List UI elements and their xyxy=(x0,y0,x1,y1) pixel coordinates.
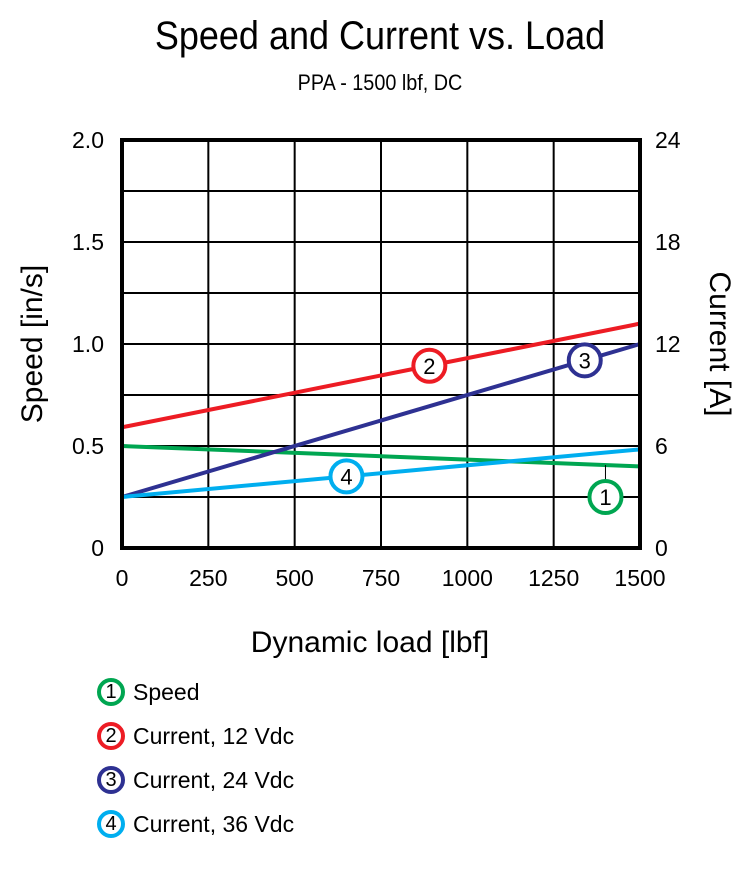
legend-item: 1 Speed xyxy=(97,678,200,706)
legend-label: Current, 36 Vdc xyxy=(133,810,295,837)
x-tick-label: 1250 xyxy=(528,565,579,591)
y2-tick-label: 6 xyxy=(655,433,668,459)
x-tick-label: 1500 xyxy=(614,565,665,591)
x-tick-label: 250 xyxy=(189,565,227,591)
legend-marker: 2 xyxy=(97,722,125,750)
series-marker-number: 1 xyxy=(599,485,611,510)
series-line-1 xyxy=(121,444,641,469)
legend-item: 4 Current, 36 Vdc xyxy=(97,810,294,838)
grid xyxy=(122,140,640,548)
legend-item: 2 Current, 12 Vdc xyxy=(97,722,294,750)
series-marker-circle xyxy=(566,342,603,379)
series-marker-number: 4 xyxy=(340,464,352,489)
chart-title: Speed and Current vs. Load xyxy=(154,14,606,58)
x-axis-label: Dynamic load [lbf] xyxy=(251,626,489,659)
series-line-2 xyxy=(121,321,641,430)
series-marker-circle xyxy=(328,458,365,495)
legend-marker: 4 xyxy=(97,810,125,838)
y-tick-label: 0 xyxy=(91,535,104,561)
plot-frame xyxy=(120,138,642,550)
series-line-3 xyxy=(121,342,641,499)
series-marker-circle xyxy=(411,347,448,384)
y2-tick-label: 12 xyxy=(655,331,681,357)
series-marker-number: 2 xyxy=(423,354,435,379)
legend-label: Speed xyxy=(133,678,200,705)
series-lines: 1 2 3 4 xyxy=(121,321,641,515)
y-tick-label: 2.0 xyxy=(72,127,104,153)
y2-tick-label: 0 xyxy=(655,535,668,561)
y2-tick-label: 18 xyxy=(655,229,681,255)
legend-item: 3 Current, 24 Vdc xyxy=(97,766,294,794)
y2-axis-label: Current [A] xyxy=(703,271,736,416)
series-line-4 xyxy=(121,447,641,499)
y-axis-label: Speed [in/s] xyxy=(16,265,49,423)
series-marker-number: 3 xyxy=(579,348,591,373)
x-tick-label: 750 xyxy=(362,565,400,591)
legend-marker: 3 xyxy=(97,766,125,794)
x-tick-label: 1000 xyxy=(442,565,493,591)
y2-tick-label: 24 xyxy=(655,127,681,153)
series-marker-circle xyxy=(587,479,624,515)
y-tick-label: 0.5 xyxy=(72,433,104,459)
chart-subtitle: PPA - 1500 lbf, DC xyxy=(297,70,463,95)
x-tick-label: 500 xyxy=(275,565,313,591)
legend-marker: 1 xyxy=(97,678,125,706)
legend-label: Current, 12 Vdc xyxy=(133,722,295,749)
x-tick-label: 0 xyxy=(116,565,129,591)
legend-label: Current, 24 Vdc xyxy=(133,766,295,793)
y-tick-label: 1.5 xyxy=(72,229,104,255)
y-tick-label: 1.0 xyxy=(72,331,104,357)
tick-labels: 0 250 500 750 1000 1250 150000.51.01.52.006121… xyxy=(72,127,681,591)
